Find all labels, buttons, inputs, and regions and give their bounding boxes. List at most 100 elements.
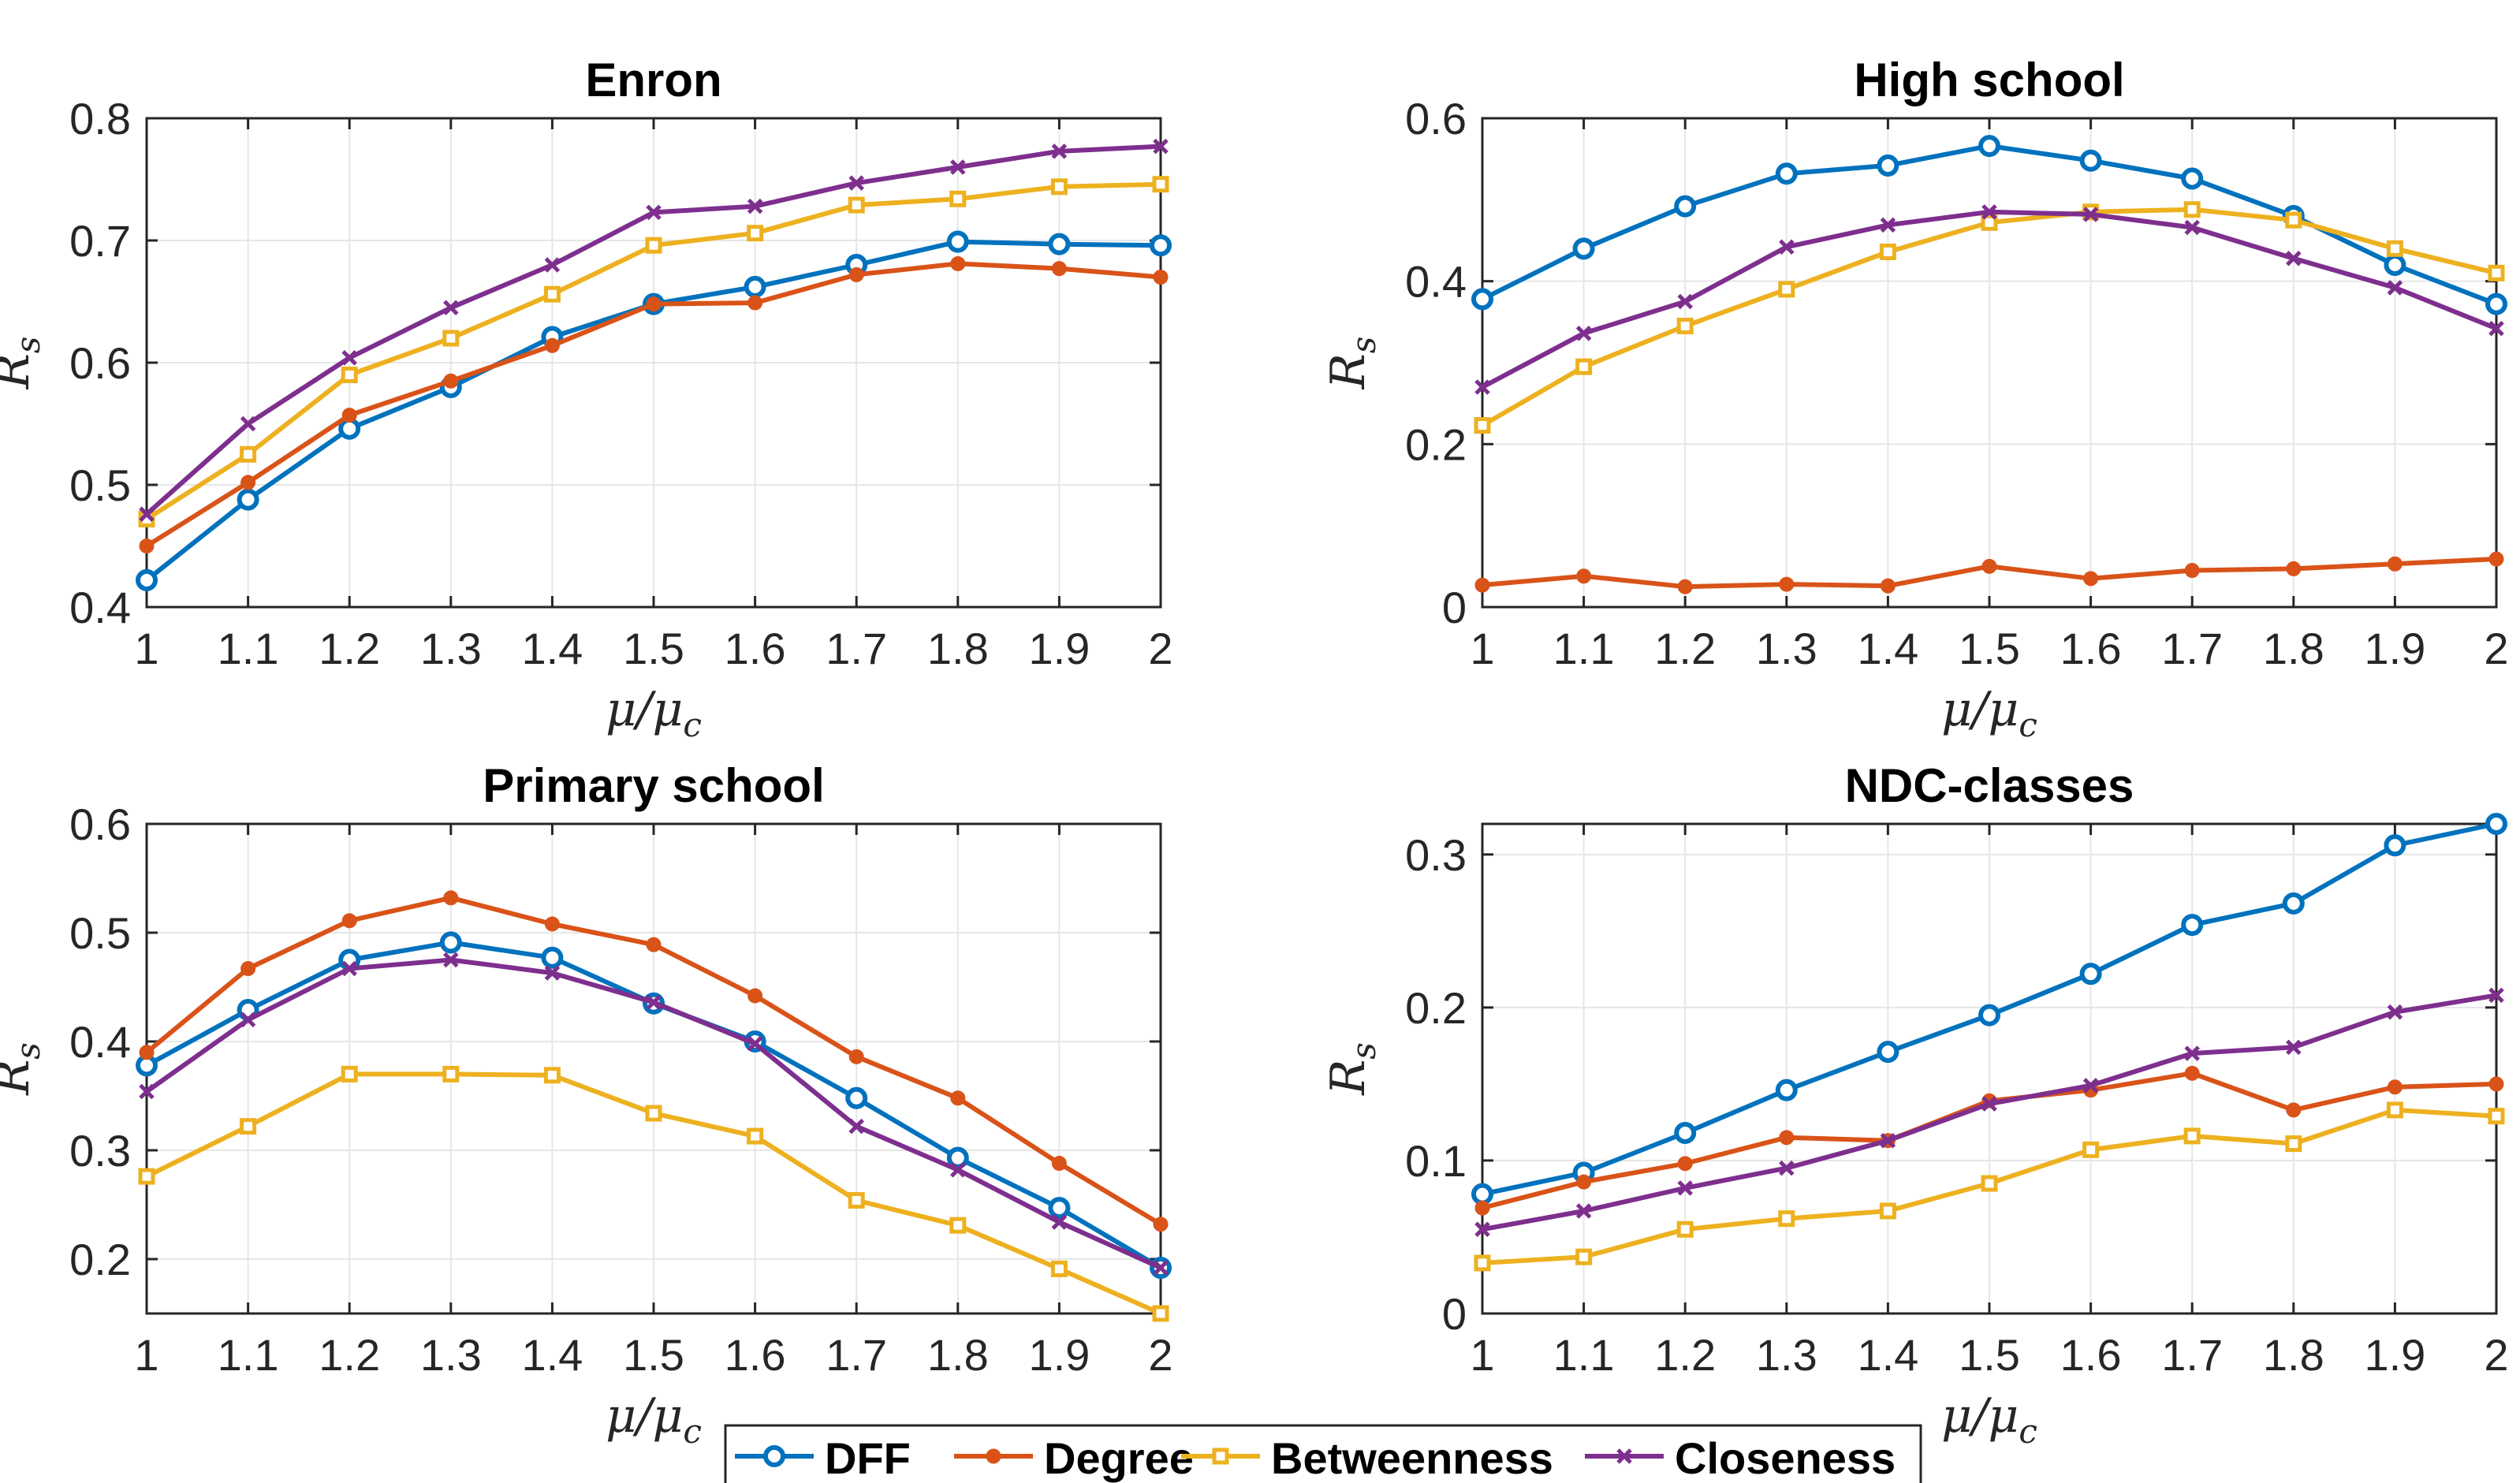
data-point-dff <box>1048 233 1071 255</box>
data-point-dff <box>2079 149 2102 172</box>
x-tick-label: 2 <box>1148 624 1172 673</box>
y-tick-label: 0.5 <box>69 908 131 958</box>
data-point-closeness <box>950 159 966 175</box>
data-point-closeness <box>1779 239 1795 255</box>
series-closeness <box>139 952 1169 1276</box>
data-point-dff <box>1775 1079 1798 1101</box>
data-point-closeness <box>1880 217 1896 233</box>
data-point-dff <box>946 230 969 253</box>
y-axis-label: Rs <box>1321 1042 1383 1096</box>
data-point-dff <box>845 1086 868 1109</box>
data-point-degree <box>1779 1130 1795 1146</box>
data-point-closeness <box>139 506 155 522</box>
series-degree <box>1474 551 2504 594</box>
legend-label: Degree <box>1044 1433 1194 1483</box>
data-point-dff <box>1674 195 1697 218</box>
x-tick-label: 1.4 <box>1857 624 1918 673</box>
data-point-betweenness <box>1879 1202 1896 1220</box>
x-tick-label: 1.6 <box>725 624 786 673</box>
legend-label: Closeness <box>1675 1433 1896 1483</box>
data-point-dff <box>237 488 259 511</box>
data-point-dff <box>136 568 158 591</box>
data-point-betweenness <box>138 1168 155 1185</box>
data-point-betweenness <box>2386 1101 2403 1119</box>
x-tick-label: 1.6 <box>2060 624 2122 673</box>
data-point-degree <box>544 916 560 932</box>
series-dff <box>1471 813 2507 1205</box>
data-point-degree <box>848 266 864 282</box>
data-point-dff <box>1572 237 1595 260</box>
data-point-closeness <box>2286 1039 2302 1056</box>
data-point-degree <box>747 988 763 1004</box>
legend-label: DFF <box>825 1433 911 1483</box>
data-point-dff <box>1674 1122 1697 1145</box>
legend: DFF Degree Betweenness Closeness <box>724 1424 1922 1483</box>
legend-marker-betweenness <box>1212 1448 1229 1465</box>
data-point-betweenness <box>1879 243 1896 260</box>
series-closeness <box>139 138 1169 522</box>
y-tick-label: 0.4 <box>1405 257 1467 307</box>
x-tick-label: 1.1 <box>218 624 279 673</box>
data-point-degree <box>443 373 459 389</box>
data-point-betweenness <box>1676 1220 1694 1238</box>
data-point-degree <box>646 937 662 952</box>
data-point-degree <box>1779 576 1795 592</box>
y-axis-label: Rs <box>0 1042 47 1096</box>
panel-title: Enron <box>585 54 721 106</box>
data-point-betweenness <box>2488 1108 2505 1125</box>
data-point-betweenness <box>341 367 358 383</box>
data-point-dff <box>2384 254 2406 276</box>
x-tick-label: 2 <box>2484 624 2508 673</box>
panel-ndc-classes: 1 1.1 1.2 1.3 1.4 1.5 1.6 1.7 1.8 1.9 2 0 0.1 0.2 0.3 N… <box>1321 759 2509 1451</box>
data-point-degree <box>240 961 256 977</box>
x-tick-label: 1.5 <box>623 624 684 673</box>
data-point-degree <box>1981 558 1997 574</box>
data-point-dff <box>1150 234 1172 257</box>
data-point-degree <box>240 475 256 490</box>
data-point-degree <box>646 296 662 312</box>
y-tick-label: 0.7 <box>69 216 131 266</box>
y-tick-label: 0.3 <box>1405 830 1467 880</box>
data-point-degree <box>1576 568 1592 584</box>
data-point-dff <box>439 931 462 954</box>
data-point-betweenness <box>747 1127 764 1145</box>
x-tick-label: 1.9 <box>2364 1330 2425 1380</box>
data-point-closeness <box>2082 207 2099 222</box>
legend-item-closeness: Closeness <box>1585 1433 1896 1483</box>
legend-label: Betweenness <box>1271 1433 1553 1483</box>
series-degree <box>139 890 1169 1232</box>
data-point-betweenness <box>1778 281 1795 298</box>
data-point-betweenness <box>1575 358 1593 375</box>
data-point-betweenness <box>1676 318 1694 334</box>
data-point-betweenness <box>645 1105 662 1122</box>
y-tick-label: 0.6 <box>69 338 131 388</box>
data-point-degree <box>544 337 560 353</box>
data-point-dff <box>2181 914 2204 937</box>
x-axis-label: μ/μc <box>606 1388 702 1451</box>
data-point-closeness <box>848 175 864 191</box>
x-tick-label: 1.9 <box>1028 624 1090 673</box>
x-tick-label: 1.5 <box>1959 624 2020 673</box>
series-closeness <box>1474 204 2504 395</box>
x-tick-label: 2 <box>1148 1330 1172 1380</box>
x-tick-label: 1.8 <box>927 624 989 673</box>
data-point-dff <box>1978 1004 2000 1027</box>
legend-marker-closeness <box>1616 1448 1632 1464</box>
data-point-betweenness <box>949 190 967 207</box>
data-point-betweenness <box>543 1067 561 1084</box>
series-betweenness <box>1474 1101 2505 1272</box>
data-point-betweenness <box>1474 417 1491 434</box>
data-point-betweenness <box>1050 178 1068 196</box>
data-point-closeness <box>341 350 357 366</box>
y-tick-label: 0.8 <box>69 94 131 143</box>
data-point-betweenness <box>645 237 662 254</box>
data-point-betweenness <box>1981 1175 1998 1192</box>
x-tick-label: 1 <box>134 1330 158 1380</box>
data-point-dff <box>946 1146 969 1169</box>
data-point-betweenness <box>442 1065 460 1082</box>
data-point-closeness <box>2387 280 2403 296</box>
data-point-degree <box>1153 270 1169 285</box>
data-point-dff <box>1471 288 1493 311</box>
data-point-closeness <box>1880 1132 1896 1149</box>
data-point-closeness <box>1474 1221 1490 1238</box>
